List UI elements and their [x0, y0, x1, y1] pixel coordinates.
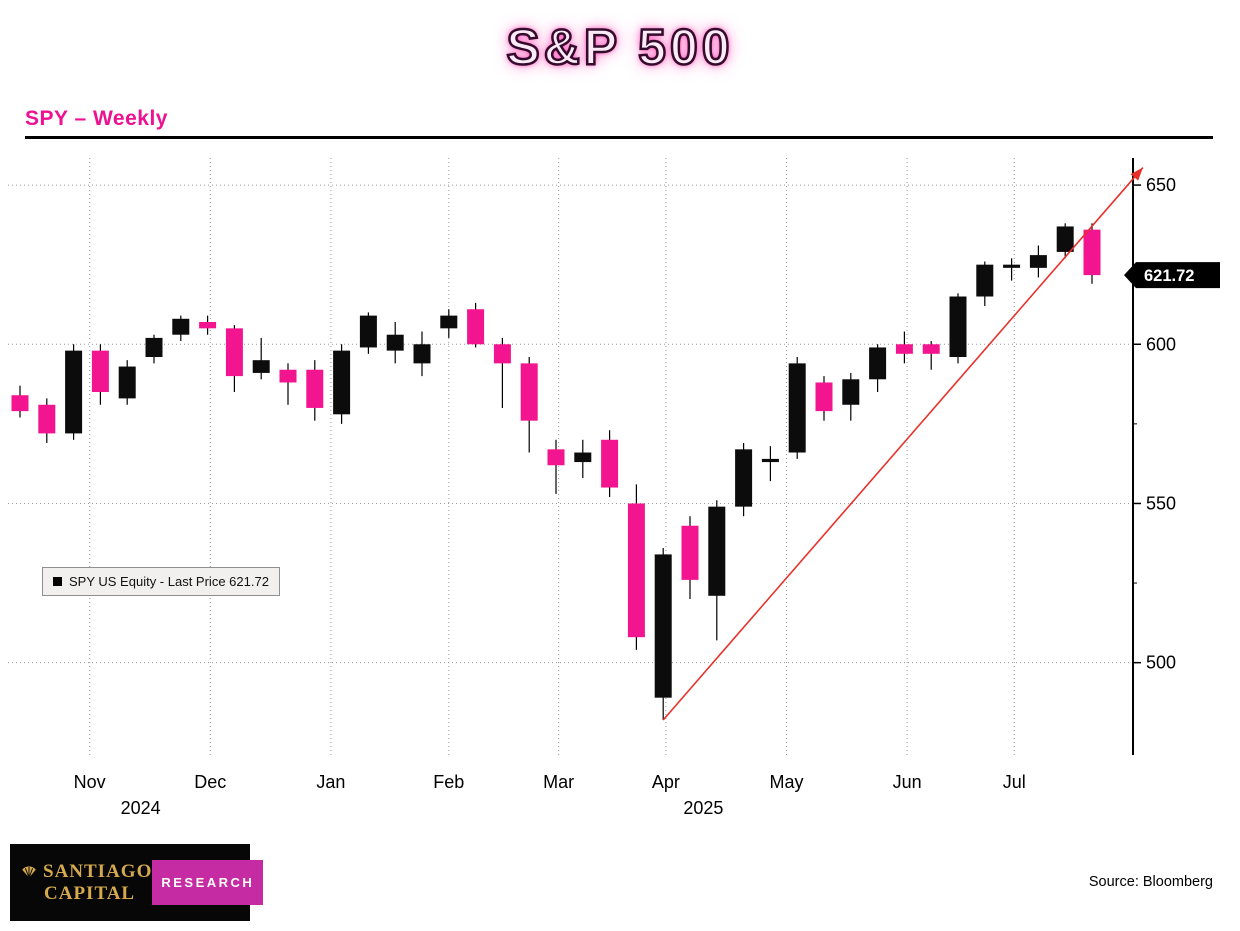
candle-body	[1056, 226, 1074, 252]
candle-body	[11, 395, 29, 412]
x-axis-month-label: Jul	[1003, 772, 1026, 792]
chart-subtitle: SPY – Weekly	[25, 107, 168, 130]
candle-body	[842, 379, 860, 405]
y-axis-label: 600	[1146, 334, 1176, 354]
candle-body	[1083, 229, 1101, 276]
candle-body	[815, 382, 833, 412]
legend-label: SPY US Equity - Last Price 621.72	[69, 574, 269, 589]
candle-body	[788, 363, 806, 453]
candle-body	[1003, 264, 1021, 268]
subtitle-divider	[25, 136, 1213, 139]
candle-body	[949, 296, 967, 357]
candle-body	[118, 366, 136, 399]
candle-body	[440, 315, 458, 329]
research-badge: RESEARCH	[152, 860, 264, 905]
candle-body	[895, 344, 913, 354]
shell-icon	[20, 864, 38, 879]
candle-body	[199, 321, 217, 329]
x-axis-month-label: Feb	[433, 772, 464, 792]
trendline	[662, 167, 1144, 721]
chart-legend: SPY US Equity - Last Price 621.72	[42, 567, 280, 596]
x-axis-month-label: Mar	[543, 772, 574, 792]
y-axis-label: 500	[1146, 653, 1176, 673]
page-title: S&P 500	[505, 18, 734, 76]
candle-body	[547, 449, 565, 466]
candle-body	[65, 350, 83, 434]
candle-body	[386, 334, 404, 351]
legend-swatch-icon	[53, 577, 62, 586]
candle-body	[601, 439, 619, 488]
candle-body	[761, 458, 779, 463]
candle-body	[306, 369, 324, 408]
candle-body	[869, 347, 887, 380]
candle-body	[976, 264, 994, 297]
x-axis-month-label: Jan	[316, 772, 345, 792]
x-axis-year-label: 2025	[683, 798, 723, 818]
candle-body	[333, 350, 351, 415]
candle-body	[359, 315, 377, 348]
logo-line1: Santiago	[43, 860, 153, 882]
x-axis-month-label: Apr	[652, 772, 680, 792]
y-axis-label: 550	[1146, 493, 1176, 513]
y-axis-label: 650	[1146, 175, 1176, 195]
candle-body	[225, 328, 243, 377]
x-axis-month-label: Jun	[893, 772, 922, 792]
candle-body	[279, 369, 297, 383]
x-axis-month-label: May	[769, 772, 803, 792]
x-axis-month-label: Nov	[74, 772, 106, 792]
source-text: Source: Bloomberg	[1088, 874, 1213, 890]
x-axis-month-label: Dec	[194, 772, 226, 792]
candle-body	[91, 350, 109, 393]
candle-body	[708, 506, 726, 596]
candle-body	[627, 503, 645, 638]
candle-body	[252, 360, 270, 373]
x-axis-year-label: 2024	[121, 798, 161, 818]
logo-wordmark: Santiago Capital	[20, 861, 152, 905]
candle-body	[172, 318, 190, 335]
last-price-label: 621.72	[1144, 267, 1194, 285]
trendline-arrowhead-icon	[1130, 167, 1143, 181]
candle-body	[520, 363, 538, 421]
candle-body	[922, 344, 940, 354]
candle-body	[145, 337, 163, 357]
candle-body	[574, 452, 592, 463]
last-price-tag-pointer	[1124, 262, 1136, 289]
last-price-tag	[1136, 262, 1220, 289]
candle-body	[735, 449, 753, 507]
candle-body	[654, 554, 672, 698]
candle-body	[38, 404, 56, 434]
candle-body	[1029, 255, 1047, 268]
candle-body	[493, 344, 511, 364]
santiago-capital-logo: Santiago Capital RESEARCH	[10, 844, 264, 921]
candle-body	[681, 525, 699, 580]
candle-body	[413, 344, 431, 364]
logo-line2: Capital	[44, 882, 136, 904]
candle-body	[467, 309, 485, 345]
